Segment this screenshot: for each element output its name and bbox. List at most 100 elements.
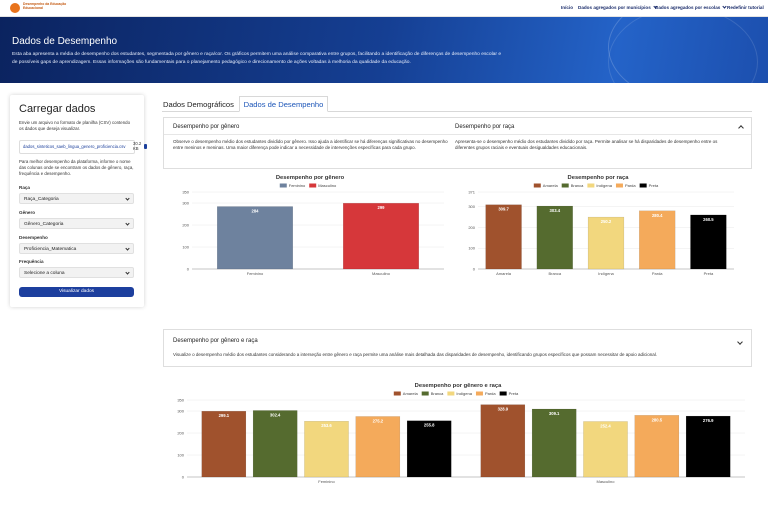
legend-label: Feminino <box>289 183 306 188</box>
accordion-description: Apresenta-se o desempenho médio dos estu… <box>455 139 718 151</box>
legend-swatch <box>499 391 507 396</box>
value-label: 255.8 <box>424 423 435 428</box>
x-tick-label: Parda <box>652 271 663 276</box>
banner-title: Dados de Desempenho <box>12 36 118 47</box>
accordion[interactable] <box>163 117 752 169</box>
bar <box>485 204 522 270</box>
bar <box>201 411 247 478</box>
x-tick-label: Branca <box>548 271 561 276</box>
submit-button[interactable]: Visualizar dados <box>19 287 134 297</box>
select-value: Selecione a coluna <box>24 270 65 276</box>
divider <box>164 134 751 135</box>
select-value: Raça_Categoria <box>24 196 59 202</box>
select[interactable]: Gênero_Categoria <box>19 218 134 229</box>
nav-link-text: Dados agregados por escolas <box>655 5 721 10</box>
bar <box>583 421 628 478</box>
value-label: 284 <box>252 209 260 214</box>
legend-label: Parda <box>485 391 496 396</box>
logo-icon <box>10 3 20 13</box>
nav-link[interactable]: Dados agregados por municípios <box>578 4 658 10</box>
logo[interactable]: Desempenho da Educação Educacional <box>23 2 67 10</box>
accordion-description: Observe o desempenho médio dos estudante… <box>173 139 448 151</box>
select[interactable]: Selecione a coluna <box>19 267 134 278</box>
accordion-header: Desempenho por gênero <box>173 124 240 130</box>
nav-link[interactable]: Dados agregados por escolas <box>655 4 727 10</box>
legend-swatch <box>533 183 541 188</box>
value-label: 275.2 <box>373 418 384 423</box>
y-tick-label: 0 <box>187 266 190 271</box>
legend-swatch <box>309 183 317 188</box>
field-label: Gênero <box>19 210 36 215</box>
value-label: 276.9 <box>703 418 714 423</box>
y-tick-label: 300 <box>182 200 189 205</box>
delete-icon[interactable] <box>144 144 147 149</box>
select-value: Gênero_Categoria <box>24 221 64 227</box>
legend-label: Preta <box>509 391 519 396</box>
legend-label: Parda <box>625 183 636 188</box>
legend: Amarela Branca Indígena Parda Preta <box>393 391 519 396</box>
value-label: 280.5 <box>652 417 663 422</box>
select[interactable]: Raça_Categoria <box>19 193 134 204</box>
legend-label: Amarela <box>543 183 559 188</box>
value-label: 252.4 <box>600 423 611 428</box>
value-label: 309.7 <box>498 207 509 212</box>
bar <box>639 210 676 270</box>
legend-label: Masculino <box>318 183 337 188</box>
bar <box>355 416 401 478</box>
legend-swatch <box>421 391 429 396</box>
legend-swatch <box>615 183 623 188</box>
field-label: Desempenho <box>19 235 48 240</box>
navbar: Desempenho da Educação Educacional Iníci… <box>0 0 768 17</box>
nav-link[interactable]: Início <box>561 5 573 10</box>
x-tick-label: Feminino <box>247 271 264 276</box>
legend-swatch <box>475 391 483 396</box>
y-tick-label: 350 <box>177 397 184 402</box>
y-tick-label: 300 <box>177 408 184 413</box>
chart: Desempenho por gênero e raça Amarela Branc… <box>177 383 745 484</box>
value-label: 280.4 <box>652 213 663 218</box>
chart-title: Desempenho por gênero <box>276 175 345 181</box>
file-box[interactable] <box>19 140 135 154</box>
y-tick-label: 371 <box>468 189 475 194</box>
value-label: 260.5 <box>703 217 714 222</box>
value-label: 303.4 <box>550 208 561 213</box>
tab-line <box>162 111 752 112</box>
y-tick-label: 0 <box>182 474 185 479</box>
y-tick-label: 100 <box>468 246 475 251</box>
legend-label: Branca <box>431 391 444 396</box>
bar <box>536 205 573 270</box>
legend-label: Branca <box>571 183 584 188</box>
bar <box>343 203 419 270</box>
value-label: 328.9 <box>498 407 509 412</box>
value-label: 299.1 <box>219 413 230 418</box>
y-tick-label: 100 <box>182 244 189 249</box>
accordion-header: Desempenho por raça <box>455 124 515 130</box>
tab[interactable]: Dados Demográficos <box>163 100 234 109</box>
y-tick-label: 200 <box>468 225 475 230</box>
nav-link[interactable]: Redefinir tutorial <box>727 5 764 10</box>
field-label: Frequência <box>19 259 44 264</box>
legend-label: Amarela <box>403 391 419 396</box>
accordion-description: Visualize o desempenho médio dos estudan… <box>173 352 657 357</box>
legend-swatch <box>561 183 569 188</box>
x-tick-label: Feminino <box>318 479 335 484</box>
accordion[interactable] <box>163 329 752 367</box>
chart: Desempenho por raça Amarela Branca Indígena… <box>468 175 734 276</box>
select[interactable]: Proficiencia_Matematica <box>19 243 134 254</box>
bar <box>304 421 349 478</box>
bar <box>531 408 577 478</box>
legend-swatch <box>587 183 595 188</box>
value-label: 299 <box>378 205 386 210</box>
bar <box>480 404 526 478</box>
bar <box>685 415 731 478</box>
legend-label: Indígena <box>596 183 612 188</box>
upload-instruction: Envie um arquivo no formato de planilha … <box>19 120 131 131</box>
bar <box>587 216 625 270</box>
chart-title: Desempenho por raça <box>568 175 630 181</box>
y-tick-label: 350 <box>182 189 189 194</box>
field-label: Raça <box>19 185 30 190</box>
tab-active[interactable]: Dados de Desempenho <box>239 96 328 112</box>
select-value: Proficiencia_Matematica <box>24 246 77 252</box>
file-name[interactable]: dados_sinteticos_saeb_lingua_genero_prof… <box>23 144 126 149</box>
legend: Feminino Masculino <box>279 183 337 188</box>
